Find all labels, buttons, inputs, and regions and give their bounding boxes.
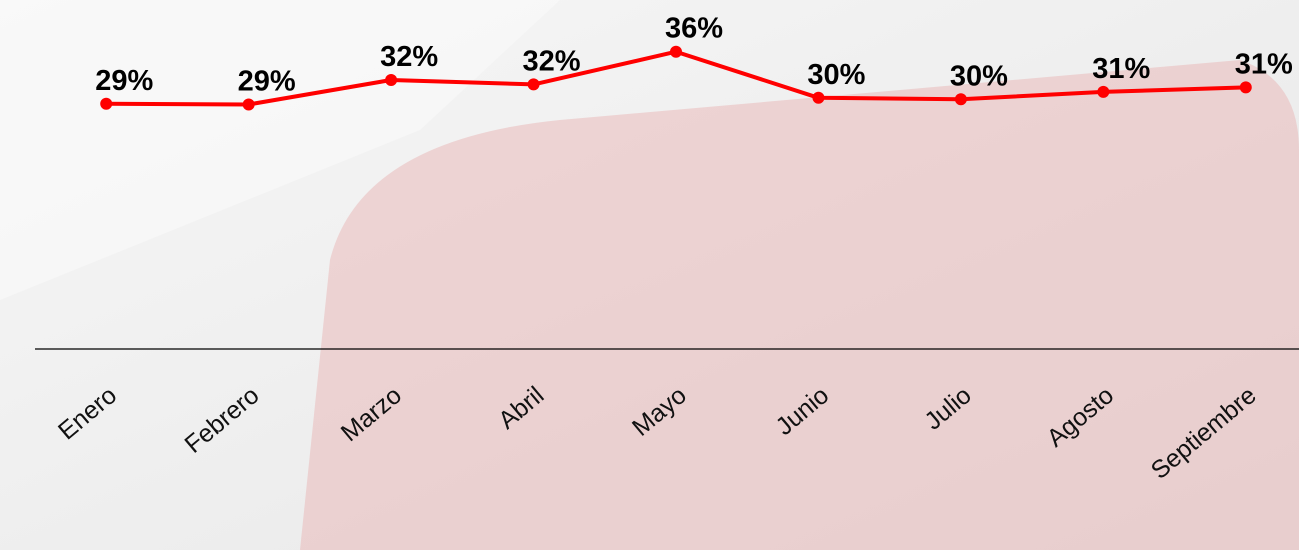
data-point xyxy=(955,93,967,105)
data-point xyxy=(243,98,255,110)
data-label: 31% xyxy=(1092,53,1150,85)
data-label: 30% xyxy=(807,59,865,91)
data-point xyxy=(670,46,682,58)
data-label: 29% xyxy=(95,65,153,97)
data-label: 32% xyxy=(380,41,438,73)
chart: EneroFebreroMarzoAbrilMayoJunioJulioAgos… xyxy=(0,0,1299,550)
data-label: 32% xyxy=(523,45,581,77)
data-point xyxy=(1240,81,1252,93)
data-point xyxy=(385,74,397,86)
data-point xyxy=(1097,86,1109,98)
data-label: 30% xyxy=(950,60,1008,92)
data-label: 29% xyxy=(238,65,296,97)
data-point xyxy=(100,98,112,110)
data-label: 36% xyxy=(665,13,723,45)
data-point xyxy=(528,78,540,90)
data-point xyxy=(812,92,824,104)
data-label: 31% xyxy=(1235,48,1293,80)
page: {"chart_data": {"type": "line", "categor… xyxy=(0,0,1299,550)
